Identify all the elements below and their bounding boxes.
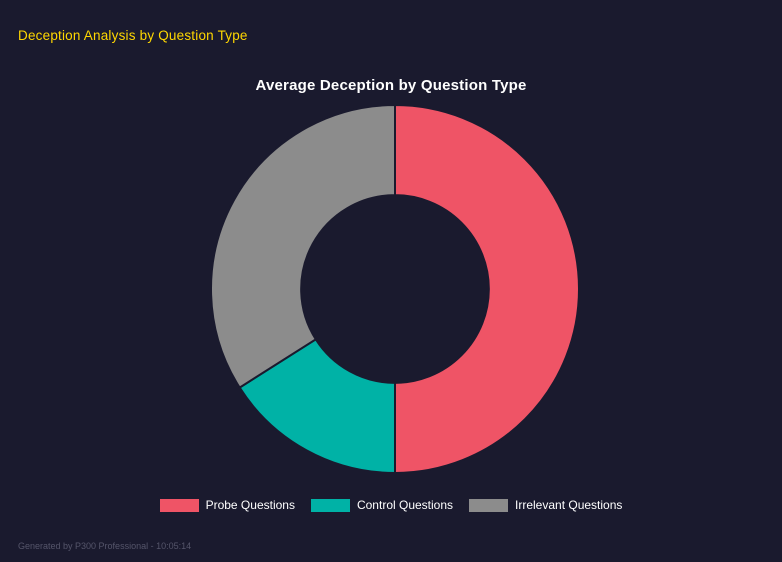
donut-chart[interactable] (210, 104, 580, 474)
legend-label-probe: Probe Questions (205, 498, 295, 512)
legend-label-irrelevant: Irrelevant Questions (515, 498, 623, 512)
legend-item-probe-questions[interactable]: Probe Questions (159, 498, 295, 512)
donut-slice-control-questions[interactable] (238, 337, 396, 474)
legend-item-control-questions[interactable]: Control Questions (310, 498, 454, 512)
chart-title: Average Deception by Question Type (255, 77, 527, 94)
legend-label-control: Control Questions (356, 498, 454, 512)
legend-swatch-control (310, 498, 350, 512)
footer-status: Generated by P300 Professional - 10:05:1… (18, 541, 192, 551)
legend-swatch-irrelevant (469, 498, 509, 512)
chart-legend: Probe Questions Control Questions Irrele… (0, 498, 782, 512)
legend-item-irrelevant-questions[interactable]: Irrelevant Questions (469, 498, 622, 512)
donut-slice-probe-questions[interactable] (394, 104, 580, 474)
page-title: Deception Analysis by Question Type (18, 28, 248, 43)
donut-slice-irrelevant-questions[interactable] (210, 104, 396, 389)
legend-swatch-probe (159, 498, 199, 512)
